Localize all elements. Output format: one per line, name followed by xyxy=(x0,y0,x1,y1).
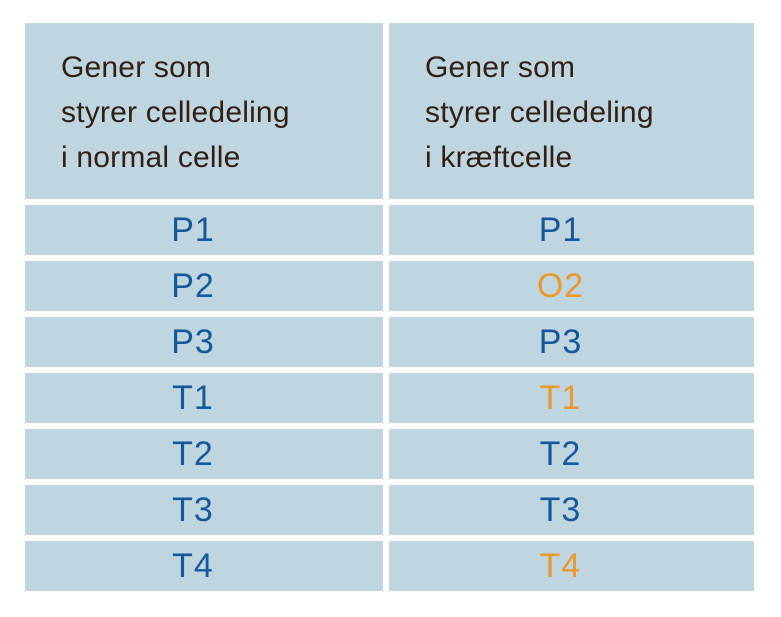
gene-cell-normal-row7: T4 xyxy=(25,541,383,591)
gene-cell-cancer-row4: T1 xyxy=(389,373,754,423)
column-header-normal-cell: Gener som styrer celledeling i normal ce… xyxy=(25,23,383,199)
gene-cell-cancer-row7: T4 xyxy=(389,541,754,591)
gene-cell-cancer-row2: O2 xyxy=(389,261,754,311)
gene-cell-normal-row2: P2 xyxy=(25,261,383,311)
gene-cell-cancer-row5: T2 xyxy=(389,429,754,479)
gene-cell-cancer-row6: T3 xyxy=(389,485,754,535)
gene-comparison-table: Gener som styrer celledeling i normal ce… xyxy=(25,23,754,591)
gene-cell-normal-row3: P3 xyxy=(25,317,383,367)
column-header-cancer-cell: Gener som styrer celledeling i kræftcell… xyxy=(389,23,754,199)
gene-cell-cancer-row1: P1 xyxy=(389,205,754,255)
gene-cell-normal-row4: T1 xyxy=(25,373,383,423)
gene-cell-normal-row5: T2 xyxy=(25,429,383,479)
gene-cell-normal-row6: T3 xyxy=(25,485,383,535)
gene-cell-cancer-row3: P3 xyxy=(389,317,754,367)
gene-cell-normal-row1: P1 xyxy=(25,205,383,255)
